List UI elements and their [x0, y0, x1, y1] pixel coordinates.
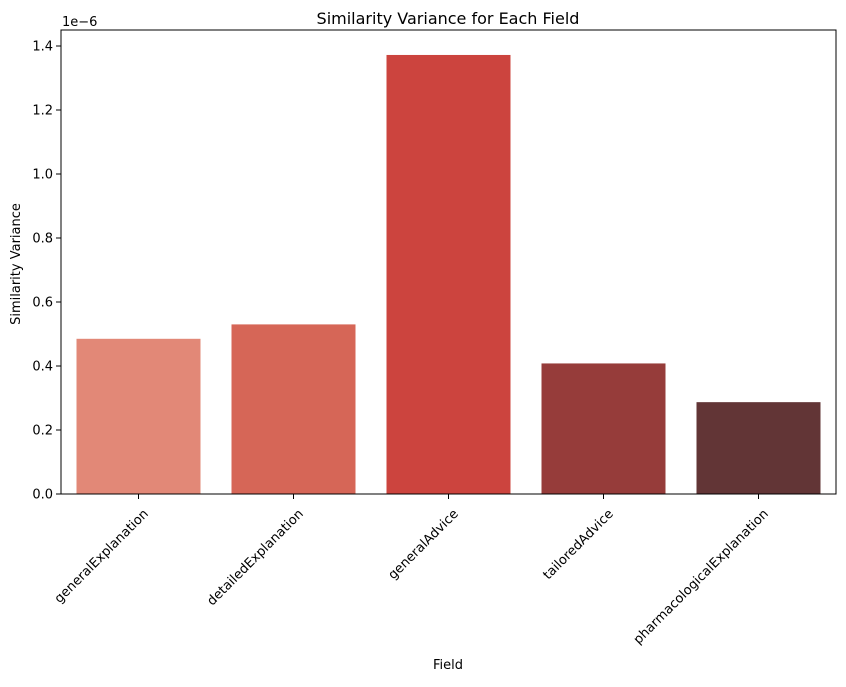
bar-pharmacologicalExplanation: [696, 402, 821, 494]
y-tick-label: 0.2: [32, 424, 53, 439]
y-tick-label: 0.0: [32, 488, 53, 503]
bar-generalExplanation: [76, 338, 201, 494]
chart-title: Similarity Variance for Each Field: [317, 9, 580, 28]
y-tick-label: 1.4: [32, 40, 53, 55]
bar-generalAdvice: [386, 54, 511, 495]
y-tick-label: 1.0: [32, 168, 53, 183]
bar-detailedExplanation: [231, 324, 356, 494]
y-tick-label: 1.2: [32, 104, 53, 119]
bars-layer: [76, 54, 821, 495]
y-axis-label: Similarity Variance: [9, 203, 24, 325]
plot-frame: [60, 29, 837, 495]
y-axis-ticks: 0.0 0.2 0.4 0.6 0.8 1.0 1.2 1.4: [32, 40, 61, 503]
y-tick-label: 0.4: [32, 360, 53, 375]
x-axis-label: Field: [433, 658, 463, 673]
y-axis-offset-label: 1e−6: [62, 15, 97, 30]
bar-tailoredAdvice: [541, 363, 666, 494]
y-tick-label: 0.6: [32, 296, 53, 311]
y-tick-label: 0.8: [32, 232, 53, 247]
